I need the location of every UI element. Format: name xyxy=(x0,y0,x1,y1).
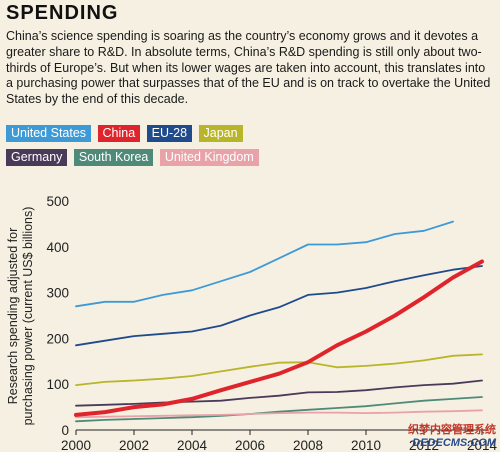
x-tick-label: 2002 xyxy=(119,438,149,452)
intro-paragraph: China’s science spending is soaring as t… xyxy=(6,29,491,107)
series-line-germany xyxy=(75,379,483,407)
y-axis-label-line-1: Research spending adjusted for xyxy=(6,228,20,405)
y-tick-label: 500 xyxy=(46,194,69,209)
legend-item-united-kingdom: United Kingdom xyxy=(159,149,259,166)
y-tick-label: 100 xyxy=(46,377,69,392)
line-chart: Research spending adjusted for purchasing… xyxy=(6,194,498,452)
watermark: 织梦内容管理系统 DEDECMS.COM xyxy=(408,424,496,450)
x-tick-label: 2012 xyxy=(409,438,439,452)
y-axis-label: Research spending adjusted for purchasing… xyxy=(6,207,35,426)
y-tick-label: 300 xyxy=(46,286,69,301)
legend-row-1: United States China EU-28 Japan xyxy=(6,124,494,142)
x-tick-label: 2008 xyxy=(293,438,323,452)
legend-item-germany: Germany xyxy=(6,149,68,166)
legend-item-south-korea: South Korea xyxy=(73,149,154,166)
legend-item-united-states: United States xyxy=(6,125,92,142)
series-line-united-kingdom xyxy=(75,409,483,419)
series-line-china xyxy=(74,259,484,417)
page-title: SPENDING xyxy=(6,2,119,24)
series-line-eu-28 xyxy=(75,265,483,347)
series-line-japan xyxy=(75,353,483,387)
x-tick-label: 2000 xyxy=(61,438,91,452)
watermark-text: 织梦内容管理系统 xyxy=(408,424,496,436)
series-line-united-states xyxy=(75,220,454,308)
watermark-url: DEDECMS.COM xyxy=(412,437,496,449)
series-lines xyxy=(74,220,484,423)
y-tick-label: 200 xyxy=(46,331,69,346)
legend-item-china: China xyxy=(97,125,141,142)
legend-row-2: Germany South Korea United Kingdom xyxy=(6,148,494,166)
x-tick-label: 2006 xyxy=(235,438,265,452)
x-tick-label: 2004 xyxy=(177,438,208,452)
x-tick-label: 2010 xyxy=(351,438,381,452)
x-tick-label: 2014 xyxy=(467,438,498,452)
y-axis: 0 100 200 300 400 500 xyxy=(46,194,69,438)
y-tick-label: 400 xyxy=(46,240,69,255)
y-axis-label-line-2: purchasing power (current US$ billions) xyxy=(21,207,35,426)
y-tick-label: 0 xyxy=(61,423,69,438)
series-line-south-korea xyxy=(75,396,483,423)
legend-item-eu-28: EU-28 xyxy=(146,125,193,142)
legend-item-japan: Japan xyxy=(198,125,243,142)
x-axis: 2000 2002 2004 2006 2008 2010 2012 2014 xyxy=(61,429,498,452)
